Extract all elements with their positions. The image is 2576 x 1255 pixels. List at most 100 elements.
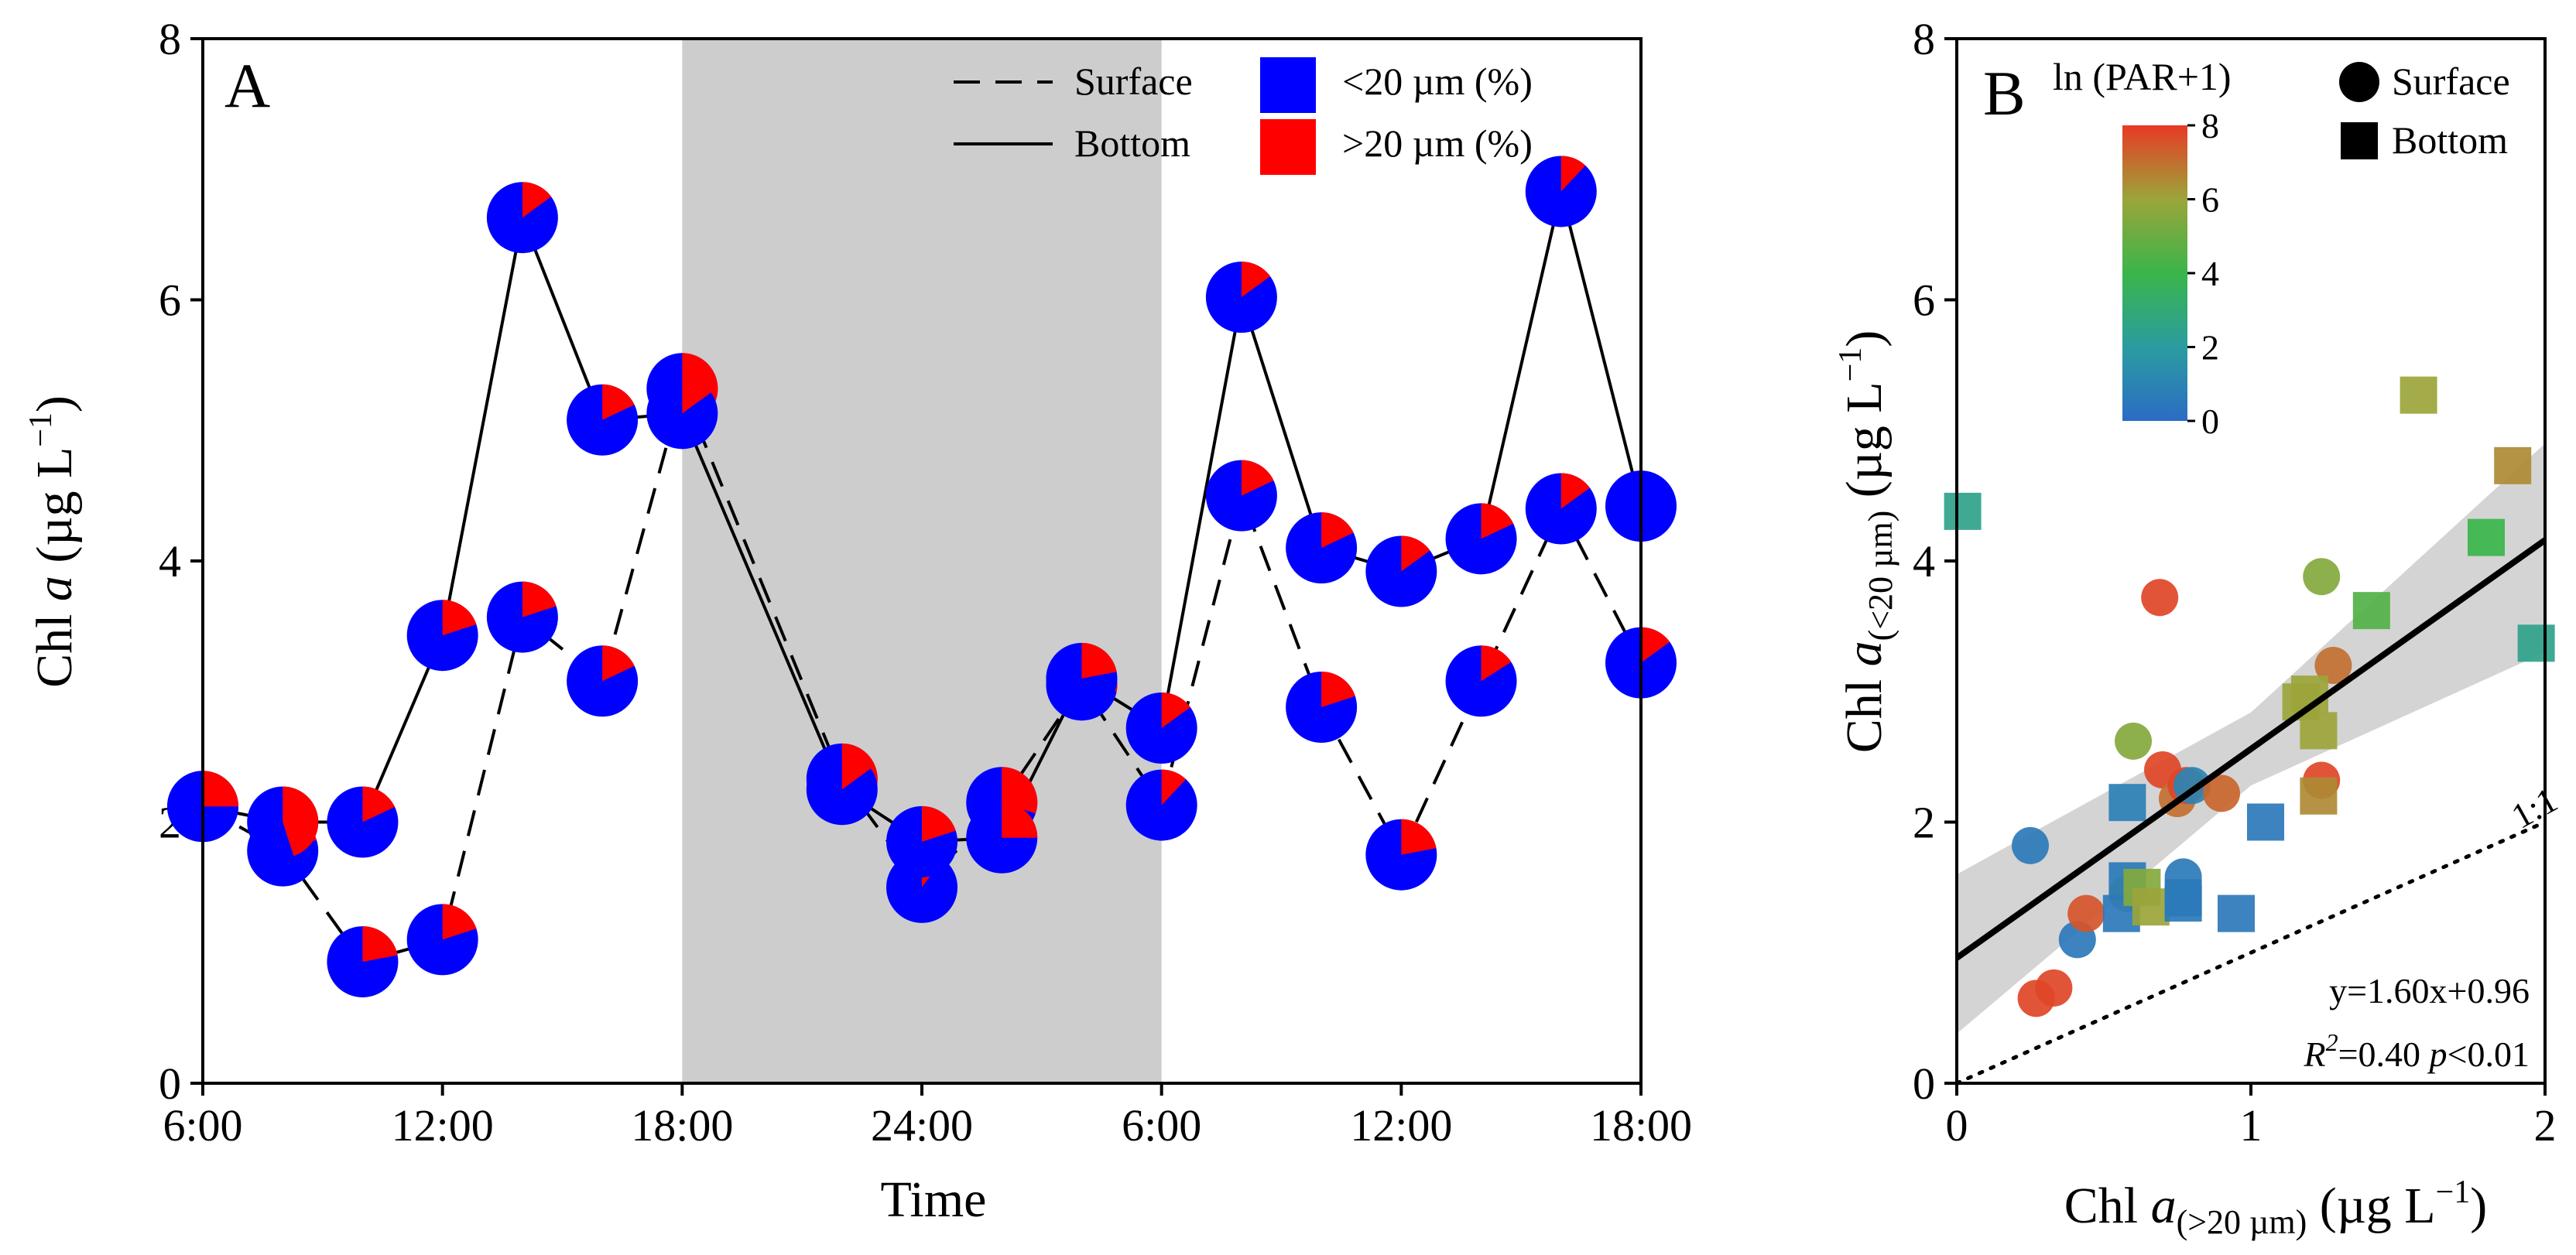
pie-large-slice	[1161, 769, 1187, 805]
pie-bottom	[486, 182, 558, 254]
pie-surface	[567, 645, 639, 717]
x-tick-label: 18:00	[1590, 1100, 1692, 1151]
y-tick-label: 2	[1913, 798, 1935, 848]
pie-large-slice	[362, 786, 396, 822]
pie-large-slice	[1321, 512, 1354, 549]
pie-surface	[1525, 473, 1597, 545]
bottom-point	[2108, 784, 2146, 822]
legend-square-marker	[2341, 122, 2378, 159]
legend-large-label: >20 µm (%)	[1342, 121, 1533, 165]
pie-surface	[1365, 819, 1437, 891]
pie-surface	[1445, 645, 1517, 717]
pie-bottom	[567, 384, 639, 456]
y-tick-label: 0	[1913, 1058, 1935, 1109]
pie-large-slice	[522, 581, 557, 617]
colorbar-tick-label: 0	[2201, 402, 2219, 441]
bottom-point	[2164, 884, 2202, 922]
identity-line	[1954, 820, 2547, 1086]
x-tick-label: 18:00	[631, 1100, 733, 1151]
pie-large-slice	[1560, 156, 1586, 192]
pie-bottom	[646, 378, 718, 450]
pie-large-slice	[1641, 627, 1670, 663]
pie-large-slice	[1401, 819, 1437, 855]
x-tick-label: 24:00	[871, 1100, 973, 1151]
colorbar-tick-label: 6	[2201, 180, 2219, 220]
y-tick-label: 8	[1913, 14, 1935, 64]
pie-large-slice	[203, 771, 238, 807]
pie-large-slice	[1081, 642, 1117, 679]
colorbar-tick-label: 8	[2201, 106, 2219, 145]
bottom-point	[2468, 518, 2505, 556]
panel-a-ylabel: Chl a (µg L−1)	[23, 395, 83, 688]
pie-large-slice	[1481, 645, 1512, 682]
surface-point	[2314, 647, 2352, 684]
panel-a-xlabel: Time	[881, 1171, 987, 1228]
surface-point	[2115, 722, 2152, 760]
pie-surface	[486, 581, 558, 653]
y-tick-label: 4	[159, 536, 181, 586]
legend-square-label: Bottom	[2392, 118, 2508, 162]
bottom-point	[2247, 803, 2284, 841]
bottom-point	[2300, 777, 2338, 815]
y-tick-label: 6	[159, 275, 181, 326]
pie-large-slice	[841, 754, 871, 790]
pie-large-slice	[922, 805, 956, 842]
bottom-point	[2400, 376, 2437, 414]
surface-point	[2303, 558, 2341, 596]
legend-circle-label: Surface	[2392, 60, 2510, 103]
panel-b: 0 1 2 0 2 4 6 8 B ln (PAR+1) 0 2 4 6 8 Surface Bott…	[1833, 14, 2564, 1241]
bottom-point	[2300, 712, 2338, 750]
pie-bottom	[966, 802, 1038, 874]
pie-bottom	[1205, 262, 1277, 333]
legend-circle-marker	[2339, 62, 2379, 102]
x-tick-label: 1	[2240, 1100, 2263, 1151]
pie-large-slice	[1002, 767, 1038, 814]
regression-stats: R2=0.40 p<0.01	[2303, 1028, 2530, 1074]
pie-bottom	[247, 786, 319, 858]
pie-bottom	[1286, 512, 1358, 584]
x-tick-label: 12:00	[1350, 1100, 1452, 1151]
pie-surface	[1205, 460, 1277, 532]
pie-large-slice	[1161, 692, 1190, 728]
regression-equation: y=1.60x+0.96	[2329, 971, 2530, 1010]
surface-point	[2067, 894, 2105, 932]
pie-large-slice	[442, 904, 477, 940]
pie-large-slice	[1401, 535, 1430, 572]
x-tick-label: 0	[1946, 1100, 1968, 1151]
y-tick-label: 6	[1913, 275, 1935, 326]
y-tick-label: 0	[159, 1058, 181, 1109]
pie-large-slice	[602, 384, 635, 420]
panel-b-ylabel: Chl a(<20 µm) (µg L−1)	[1833, 330, 1899, 754]
colorbar-ticks: 0 2 4 6 8	[2187, 106, 2219, 441]
regression-line	[1954, 537, 2547, 961]
panel-b-letter: B	[1983, 58, 2026, 128]
panel-b-xlabel: Chl a(>20 µm) (µg L−1)	[2064, 1175, 2488, 1241]
pie-bottom	[806, 754, 878, 826]
pie-surface	[406, 904, 478, 976]
pie-bottom	[327, 786, 399, 858]
panel-b-ticks: 0 1 2 0 2 4 6 8	[1913, 14, 2557, 1151]
pie-large-slice	[283, 786, 319, 857]
identity-label: 1:1	[2505, 780, 2564, 836]
panel-a-letter: A	[224, 50, 270, 121]
pie-large-slice	[1481, 503, 1514, 539]
legend-surface-label: Surface	[1074, 60, 1193, 103]
legend-bottom-label: Bottom	[1074, 121, 1190, 165]
pie-bottom	[886, 805, 957, 877]
legend-large-swatch	[1260, 119, 1316, 175]
panel-a-frame	[201, 37, 1643, 1085]
confidence-band	[1957, 443, 2545, 1034]
panel-a-legend: Surface Bottom <20 µm (%) >20 µm (%)	[954, 57, 1533, 175]
pie-large-slice	[522, 182, 552, 218]
bottom-point	[2352, 592, 2390, 630]
bottom-point	[2218, 894, 2255, 932]
colorbar-title: ln (PAR+1)	[2053, 55, 2232, 98]
y-tick-label: 4	[1913, 536, 1935, 586]
pie-large-slice	[1002, 802, 1038, 838]
legend-small-swatch	[1260, 57, 1316, 113]
bottom-point	[2494, 446, 2532, 484]
surface-point	[2141, 579, 2179, 617]
pie-bottom	[1365, 535, 1437, 607]
